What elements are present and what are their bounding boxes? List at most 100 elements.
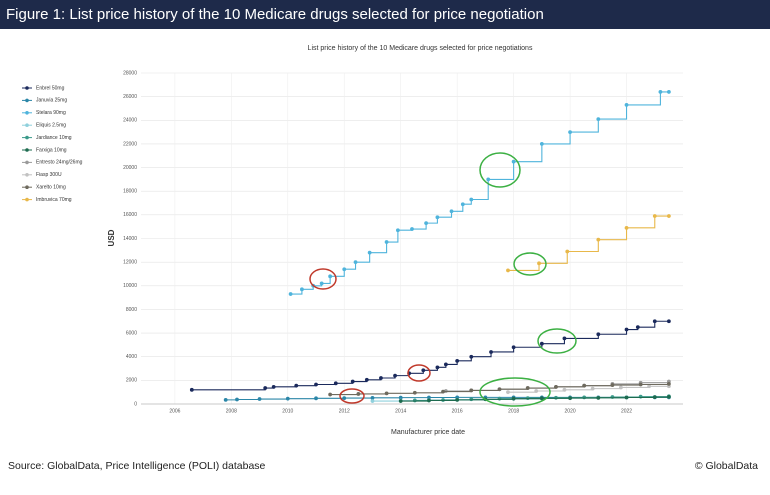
legend-swatch <box>25 98 29 103</box>
data-point <box>342 267 347 272</box>
chart: List price history of the 10 Medicare dr… <box>22 45 683 436</box>
data-point <box>342 396 347 400</box>
data-point <box>235 397 239 402</box>
data-point <box>618 385 623 390</box>
data-point <box>356 392 361 396</box>
legend-label: Stelara 90mg <box>36 110 66 116</box>
legend-swatch <box>25 111 29 115</box>
x-tick-label: 2008 <box>226 408 237 414</box>
x-tick-label: 2010 <box>282 408 293 414</box>
legend-swatch <box>25 86 29 90</box>
x-tick-label: 2018 <box>508 408 519 414</box>
x-tick-label: 2016 <box>452 408 463 414</box>
data-point <box>554 395 558 400</box>
y-tick-label: 24000 <box>123 118 137 124</box>
legend-swatch <box>25 185 29 189</box>
data-point <box>568 130 572 135</box>
x-tick-label: 2006 <box>169 408 180 414</box>
data-point <box>412 398 417 403</box>
data-point <box>223 397 228 402</box>
highlight-circle <box>479 377 551 407</box>
data-point <box>624 103 629 107</box>
data-point <box>384 240 389 244</box>
data-point <box>427 395 431 400</box>
highlight-circle <box>309 268 337 290</box>
data-point <box>647 384 652 389</box>
data-point <box>410 227 414 231</box>
data-point <box>624 225 629 230</box>
figure-header: Figure 1: List price history of the 10 M… <box>0 0 770 29</box>
data-point <box>424 221 429 226</box>
data-point <box>469 354 474 359</box>
y-tick-label: 0 <box>134 401 137 407</box>
data-point <box>506 268 510 273</box>
legend-swatch <box>25 160 29 165</box>
legend-label: Januvia 25mg <box>36 98 67 104</box>
data-point <box>398 395 403 400</box>
data-point <box>300 287 304 292</box>
data-point <box>314 382 318 387</box>
y-tick-label: 12000 <box>123 259 137 265</box>
legend-swatch <box>25 197 29 202</box>
y-tick-label: 22000 <box>123 141 137 147</box>
x-axis-label: Manufacturer price date <box>391 429 465 436</box>
legend-swatch <box>25 173 29 177</box>
x-tick-label: 2022 <box>621 408 632 414</box>
data-point <box>435 365 440 370</box>
data-point <box>666 90 671 94</box>
y-tick-label: 14000 <box>123 236 137 242</box>
data-point <box>421 368 426 373</box>
legend-label: Entresto 24mg/26mg <box>36 160 83 166</box>
data-point <box>460 202 465 207</box>
data-point <box>486 177 491 182</box>
legend-swatch <box>25 135 29 140</box>
data-point <box>582 395 587 400</box>
x-tick-label: 2012 <box>339 408 350 414</box>
data-point <box>511 396 516 401</box>
data-point <box>314 396 318 401</box>
data-point <box>333 381 338 386</box>
y-tick-label: 20000 <box>123 165 137 171</box>
data-point <box>624 395 629 400</box>
data-point <box>497 396 502 401</box>
data-point <box>562 387 567 392</box>
data-point <box>395 228 400 233</box>
data-point <box>367 250 372 255</box>
data-point <box>624 327 629 332</box>
y-tick-label: 16000 <box>123 212 137 218</box>
data-point <box>666 382 671 386</box>
data-point <box>596 237 601 242</box>
data-point <box>353 260 358 265</box>
data-point <box>511 159 516 164</box>
data-point <box>652 319 657 324</box>
series-line <box>507 385 669 393</box>
data-point <box>666 395 671 399</box>
data-point <box>539 396 544 401</box>
data-point <box>294 383 299 388</box>
data-point <box>610 383 615 387</box>
data-point <box>525 386 530 390</box>
data-point <box>525 396 530 400</box>
highlight-circle <box>479 152 521 188</box>
y-tick-label: 8000 <box>126 307 137 313</box>
legend-label: Fiasp 300U <box>36 172 62 178</box>
highlight-circle <box>407 364 431 382</box>
data-point <box>596 332 601 337</box>
y-tick-label: 18000 <box>123 189 137 195</box>
data-point <box>398 399 403 403</box>
data-point <box>562 336 567 341</box>
data-point <box>271 384 276 389</box>
data-point <box>189 387 194 392</box>
x-tick-label: 2014 <box>395 408 406 414</box>
data-point <box>590 386 595 391</box>
highlight-circle <box>537 328 577 354</box>
legend-label: Farxiga 10mg <box>36 147 67 153</box>
data-point <box>455 358 460 363</box>
data-point <box>469 388 474 393</box>
data-point <box>412 390 417 395</box>
data-point <box>455 397 460 402</box>
data-point <box>506 390 510 395</box>
y-tick-label: 26000 <box>123 94 137 100</box>
y-axis-label: USD <box>107 229 116 246</box>
data-point <box>652 395 657 400</box>
